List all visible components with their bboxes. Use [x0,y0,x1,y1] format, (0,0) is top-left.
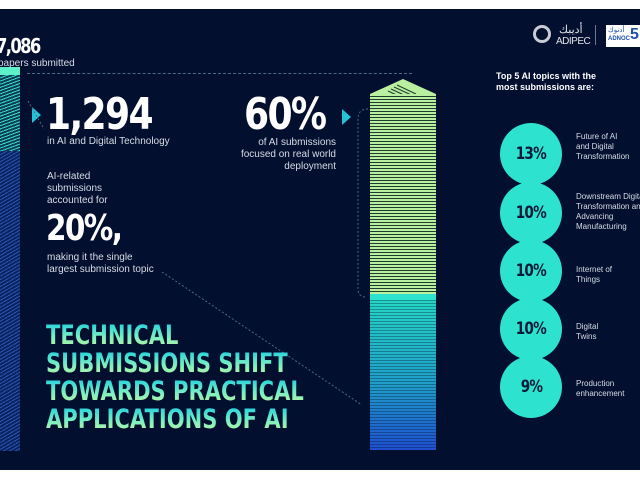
adnoc-logo-arabic: أدنوك [608,27,625,34]
deployment-caption-1: of AI submissions [258,137,336,148]
adnoc-emblem-icon: 5 [630,26,639,43]
headline-line-3: TOWARDS PRACTICAL [46,376,304,407]
total-papers-label: papers submitted [0,58,75,69]
topic-label-4: Digital Twins [576,322,599,341]
topic-label-1: Future of AI and Digital Transformation [576,132,630,161]
topic-label-3: Internet of Things [576,265,613,284]
tower-top-segment [370,94,436,294]
ai-share-intro-1: AI-related [47,171,91,182]
tower-bottom-segment [370,300,436,450]
logo-divider [595,25,596,45]
ai-digital-label: in AI and Digital Technology [47,136,170,147]
ai-digital-count: 1,294 [46,89,154,140]
topic-circle-1: 13% [500,123,562,185]
ai-share-intro-3: accounted for [47,195,108,206]
headline-line-1: TECHNICAL [46,320,179,351]
adnoc-logo: أدنوك ADNOC 5 [606,25,640,47]
ai-share-value: 20%, [46,208,123,249]
tower-divider [370,294,436,300]
adnoc-logo-text: ADNOC [608,36,630,42]
adipec-logo-icon [533,25,551,43]
topic-circle-4: 10% [500,298,562,360]
topic-circle-5: 9% [500,356,562,418]
headline-line-4: APPLICATIONS OF AI [46,404,289,435]
ai-share-caption-2: largest submission topic [47,264,154,275]
deployment-caption-2: focused on real world [240,149,336,160]
infographic-panel: 7,086 papers submitted 1,294 in AI and D… [0,9,640,470]
headline-line-2: SUBMISSIONS SHIFT [46,348,288,379]
topic-label-2: Downstream Digital Transformation and Adva… [576,192,640,231]
ai-share-intro-2: submissions [47,183,103,194]
total-papers-value: 7,086 [0,34,41,58]
connector-line-diagonal [27,100,369,406]
left-bar-top [0,71,20,151]
ai-share-caption-1: making it the single [47,252,133,263]
topics-heading-2: most submissions are: [496,82,595,92]
adipec-logo-text: ADIPEC [556,36,591,47]
connector-line-top [27,73,412,74]
pointer-arrow-icon-2 [342,109,351,125]
topic-label-5: Production enhancement [576,379,625,398]
deployment-value: 60% [244,89,327,140]
adipec-logo-arabic: أديبك [559,24,583,36]
deployment-caption-3: deployment [284,161,336,172]
left-bar-cap [0,67,20,75]
topics-heading-1: Top 5 AI topics with the [496,71,596,81]
topic-circle-2: 10% [500,182,562,244]
left-bar-bottom [0,151,20,451]
topic-circle-3: 10% [500,240,562,302]
